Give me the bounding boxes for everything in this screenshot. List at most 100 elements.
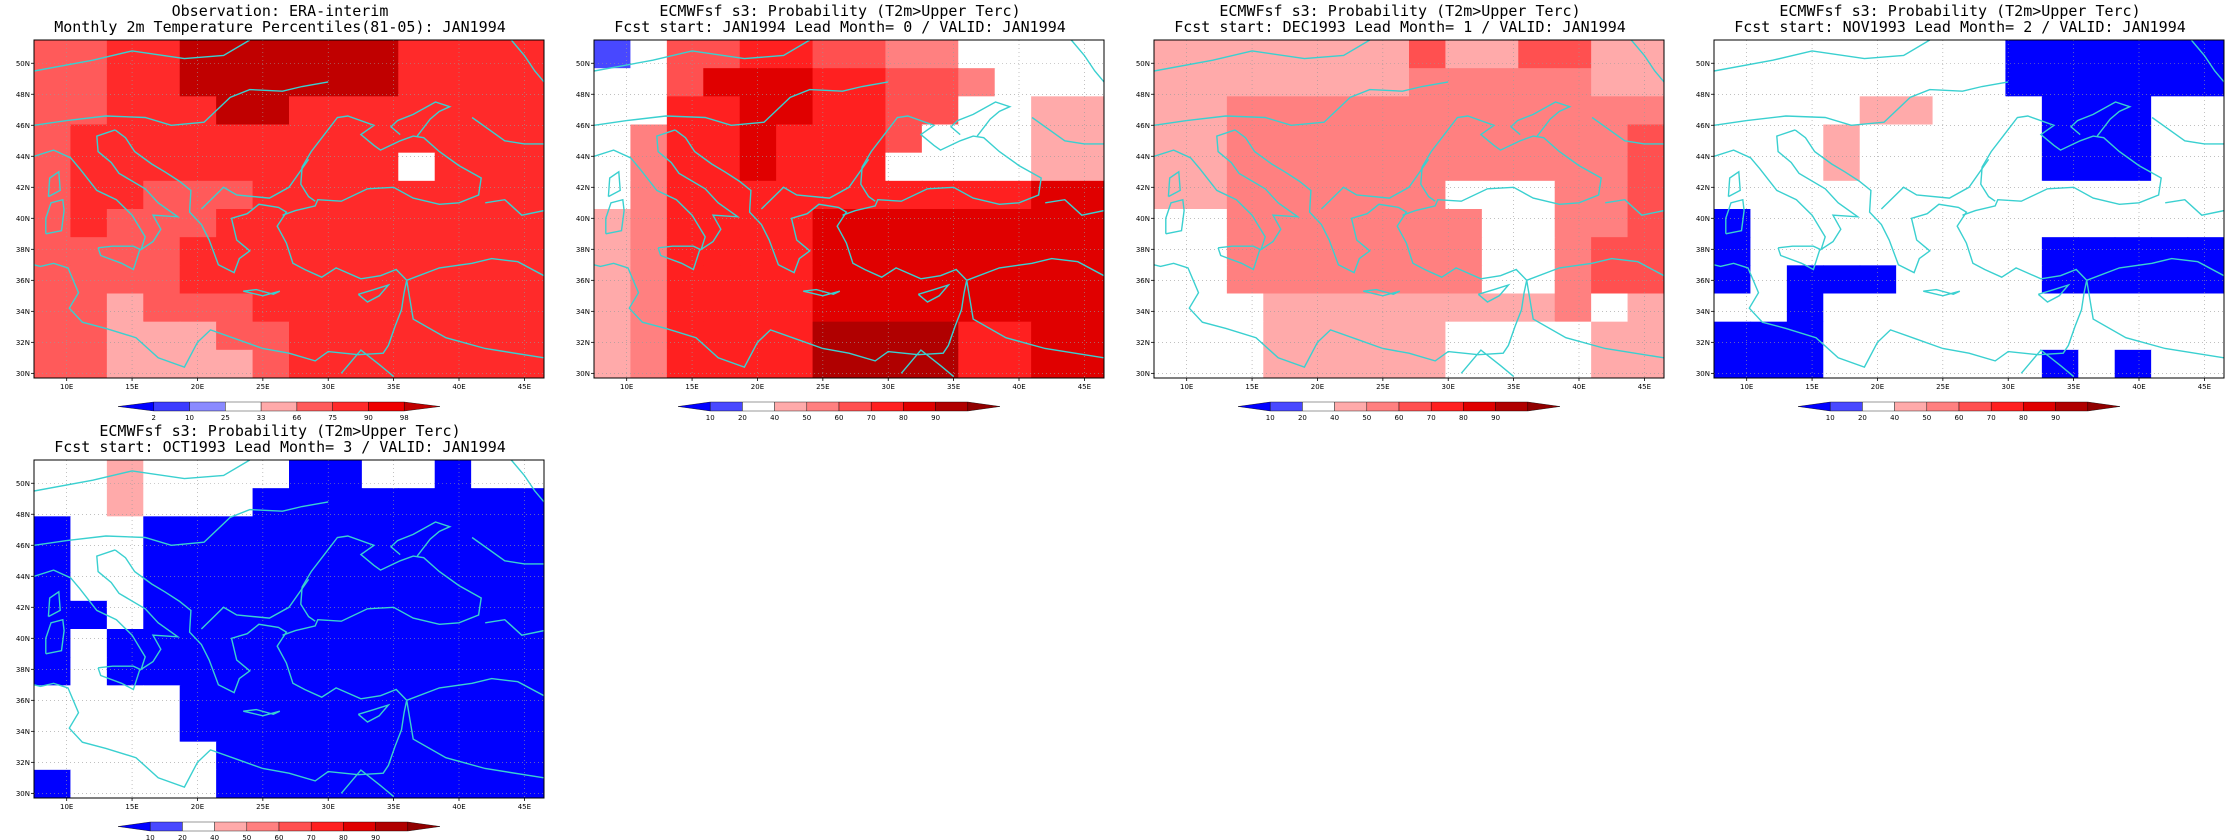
coastline xyxy=(1154,81,1449,127)
grid-cell xyxy=(1154,293,1192,323)
grid-cell xyxy=(434,488,472,517)
grid-cell xyxy=(2114,321,2152,351)
grid-cell xyxy=(361,600,399,630)
grid-cell xyxy=(1154,349,1192,378)
grid-cell xyxy=(507,488,544,517)
grid-cell xyxy=(739,265,777,295)
grid-cell xyxy=(1263,68,1301,97)
grid-cell xyxy=(2151,237,2189,266)
grid-cell xyxy=(2114,40,2152,69)
grid-cell xyxy=(325,152,363,182)
grid-cell xyxy=(666,237,704,266)
lon-tick-label: 40E xyxy=(1572,383,1585,391)
grid-cell xyxy=(1823,293,1861,323)
grid-cell xyxy=(776,124,814,154)
grid-cell xyxy=(739,237,777,266)
colorbar-label: 50 xyxy=(802,414,811,420)
grid-cell xyxy=(2005,237,2043,266)
grid-cell xyxy=(2005,152,2043,182)
grid-cell xyxy=(471,265,509,295)
grid-cell xyxy=(70,321,108,351)
grid-cell xyxy=(1445,40,1483,69)
grid-cell xyxy=(885,124,923,154)
colorbar-label: 60 xyxy=(1955,414,1964,420)
grid-cell xyxy=(1932,152,1970,182)
lon-tick-label: 30E xyxy=(2002,383,2015,391)
colorbar-segment xyxy=(1894,401,1928,412)
lon-tick-label: 45E xyxy=(518,803,531,811)
grid-cell xyxy=(1750,237,1788,266)
lat-tick-label: 34N xyxy=(1696,308,1710,316)
grid-cell xyxy=(216,488,254,517)
grid-cell xyxy=(1714,237,1752,266)
lat-tick-label: 44N xyxy=(16,573,30,581)
coastline xyxy=(1526,257,1664,281)
grid-cell xyxy=(2114,237,2152,266)
coastline xyxy=(1923,288,1961,297)
grid-cell xyxy=(143,265,181,295)
grid-cell xyxy=(507,741,544,771)
grid-cell xyxy=(885,265,923,295)
grid-cell xyxy=(1554,68,1592,97)
grid-cell xyxy=(70,68,108,97)
coastline xyxy=(406,700,544,779)
grid-cell xyxy=(1714,293,1752,323)
colorbar-label: 20 xyxy=(1298,414,1307,420)
coastline xyxy=(340,769,395,797)
grid-cell xyxy=(70,40,108,69)
colorbar-segment xyxy=(774,401,808,412)
coastline xyxy=(1526,280,1664,359)
colorbar-label: 80 xyxy=(1459,414,1468,420)
lon-tick-label: 35E xyxy=(947,383,960,391)
grid-cell xyxy=(994,40,1032,69)
lon-tick-label: 30E xyxy=(1442,383,1455,391)
grid-cell xyxy=(434,741,472,771)
grid-cell xyxy=(739,209,777,238)
grid-cell xyxy=(1445,209,1483,238)
grid-cell xyxy=(1932,293,1970,323)
grid-cell xyxy=(994,349,1032,378)
colorbar-label: 2 xyxy=(152,414,156,420)
grid-cell xyxy=(1859,265,1897,295)
grid-cell xyxy=(1786,40,1824,69)
colorbar-label: 70 xyxy=(1987,414,1996,420)
grid-cell xyxy=(1932,321,1970,351)
colorbar: 10 20 40 50 60 70 80 90 xyxy=(1237,401,1561,420)
grid-cell xyxy=(1481,265,1519,295)
grid-cell xyxy=(2187,152,2224,182)
colorbar-segment xyxy=(407,821,441,832)
colorbar-segment xyxy=(1398,401,1432,412)
map-frame xyxy=(33,459,545,799)
grid-cell xyxy=(812,237,850,266)
grid-cell xyxy=(1859,293,1897,323)
grid-cell xyxy=(1859,40,1897,69)
map-frame xyxy=(1153,39,1665,379)
grid-cell xyxy=(1263,96,1301,126)
grid-cell xyxy=(1823,209,1861,238)
grid-cell xyxy=(776,180,814,210)
grid-cell xyxy=(471,629,509,658)
grid-cell xyxy=(507,685,544,715)
grid-cell xyxy=(216,769,254,798)
grid-cell xyxy=(1786,321,1824,351)
grid-cell xyxy=(179,657,217,686)
coastline xyxy=(949,101,1012,137)
lat-tick-label: 42N xyxy=(16,184,30,192)
grid-cell xyxy=(812,124,850,154)
coastline xyxy=(45,618,65,655)
grid-cell xyxy=(594,349,632,378)
grid-cell xyxy=(252,68,290,97)
colorbar-segment xyxy=(1463,401,1496,412)
colorbar-label: 10 xyxy=(146,834,155,840)
grid-cell xyxy=(179,209,217,238)
coastline xyxy=(97,245,141,271)
lon-tick-label: 30E xyxy=(882,383,895,391)
grid-cell xyxy=(921,265,959,295)
colorbar-label: 60 xyxy=(835,414,844,420)
grid-cell xyxy=(1591,96,1629,126)
grid-cell xyxy=(1823,152,1861,182)
grid-cell xyxy=(1031,237,1069,266)
grid-cell xyxy=(2151,209,2189,238)
grid-cell xyxy=(1627,96,1664,126)
colorbar: 10 20 40 50 60 70 80 90 xyxy=(1797,401,2121,420)
